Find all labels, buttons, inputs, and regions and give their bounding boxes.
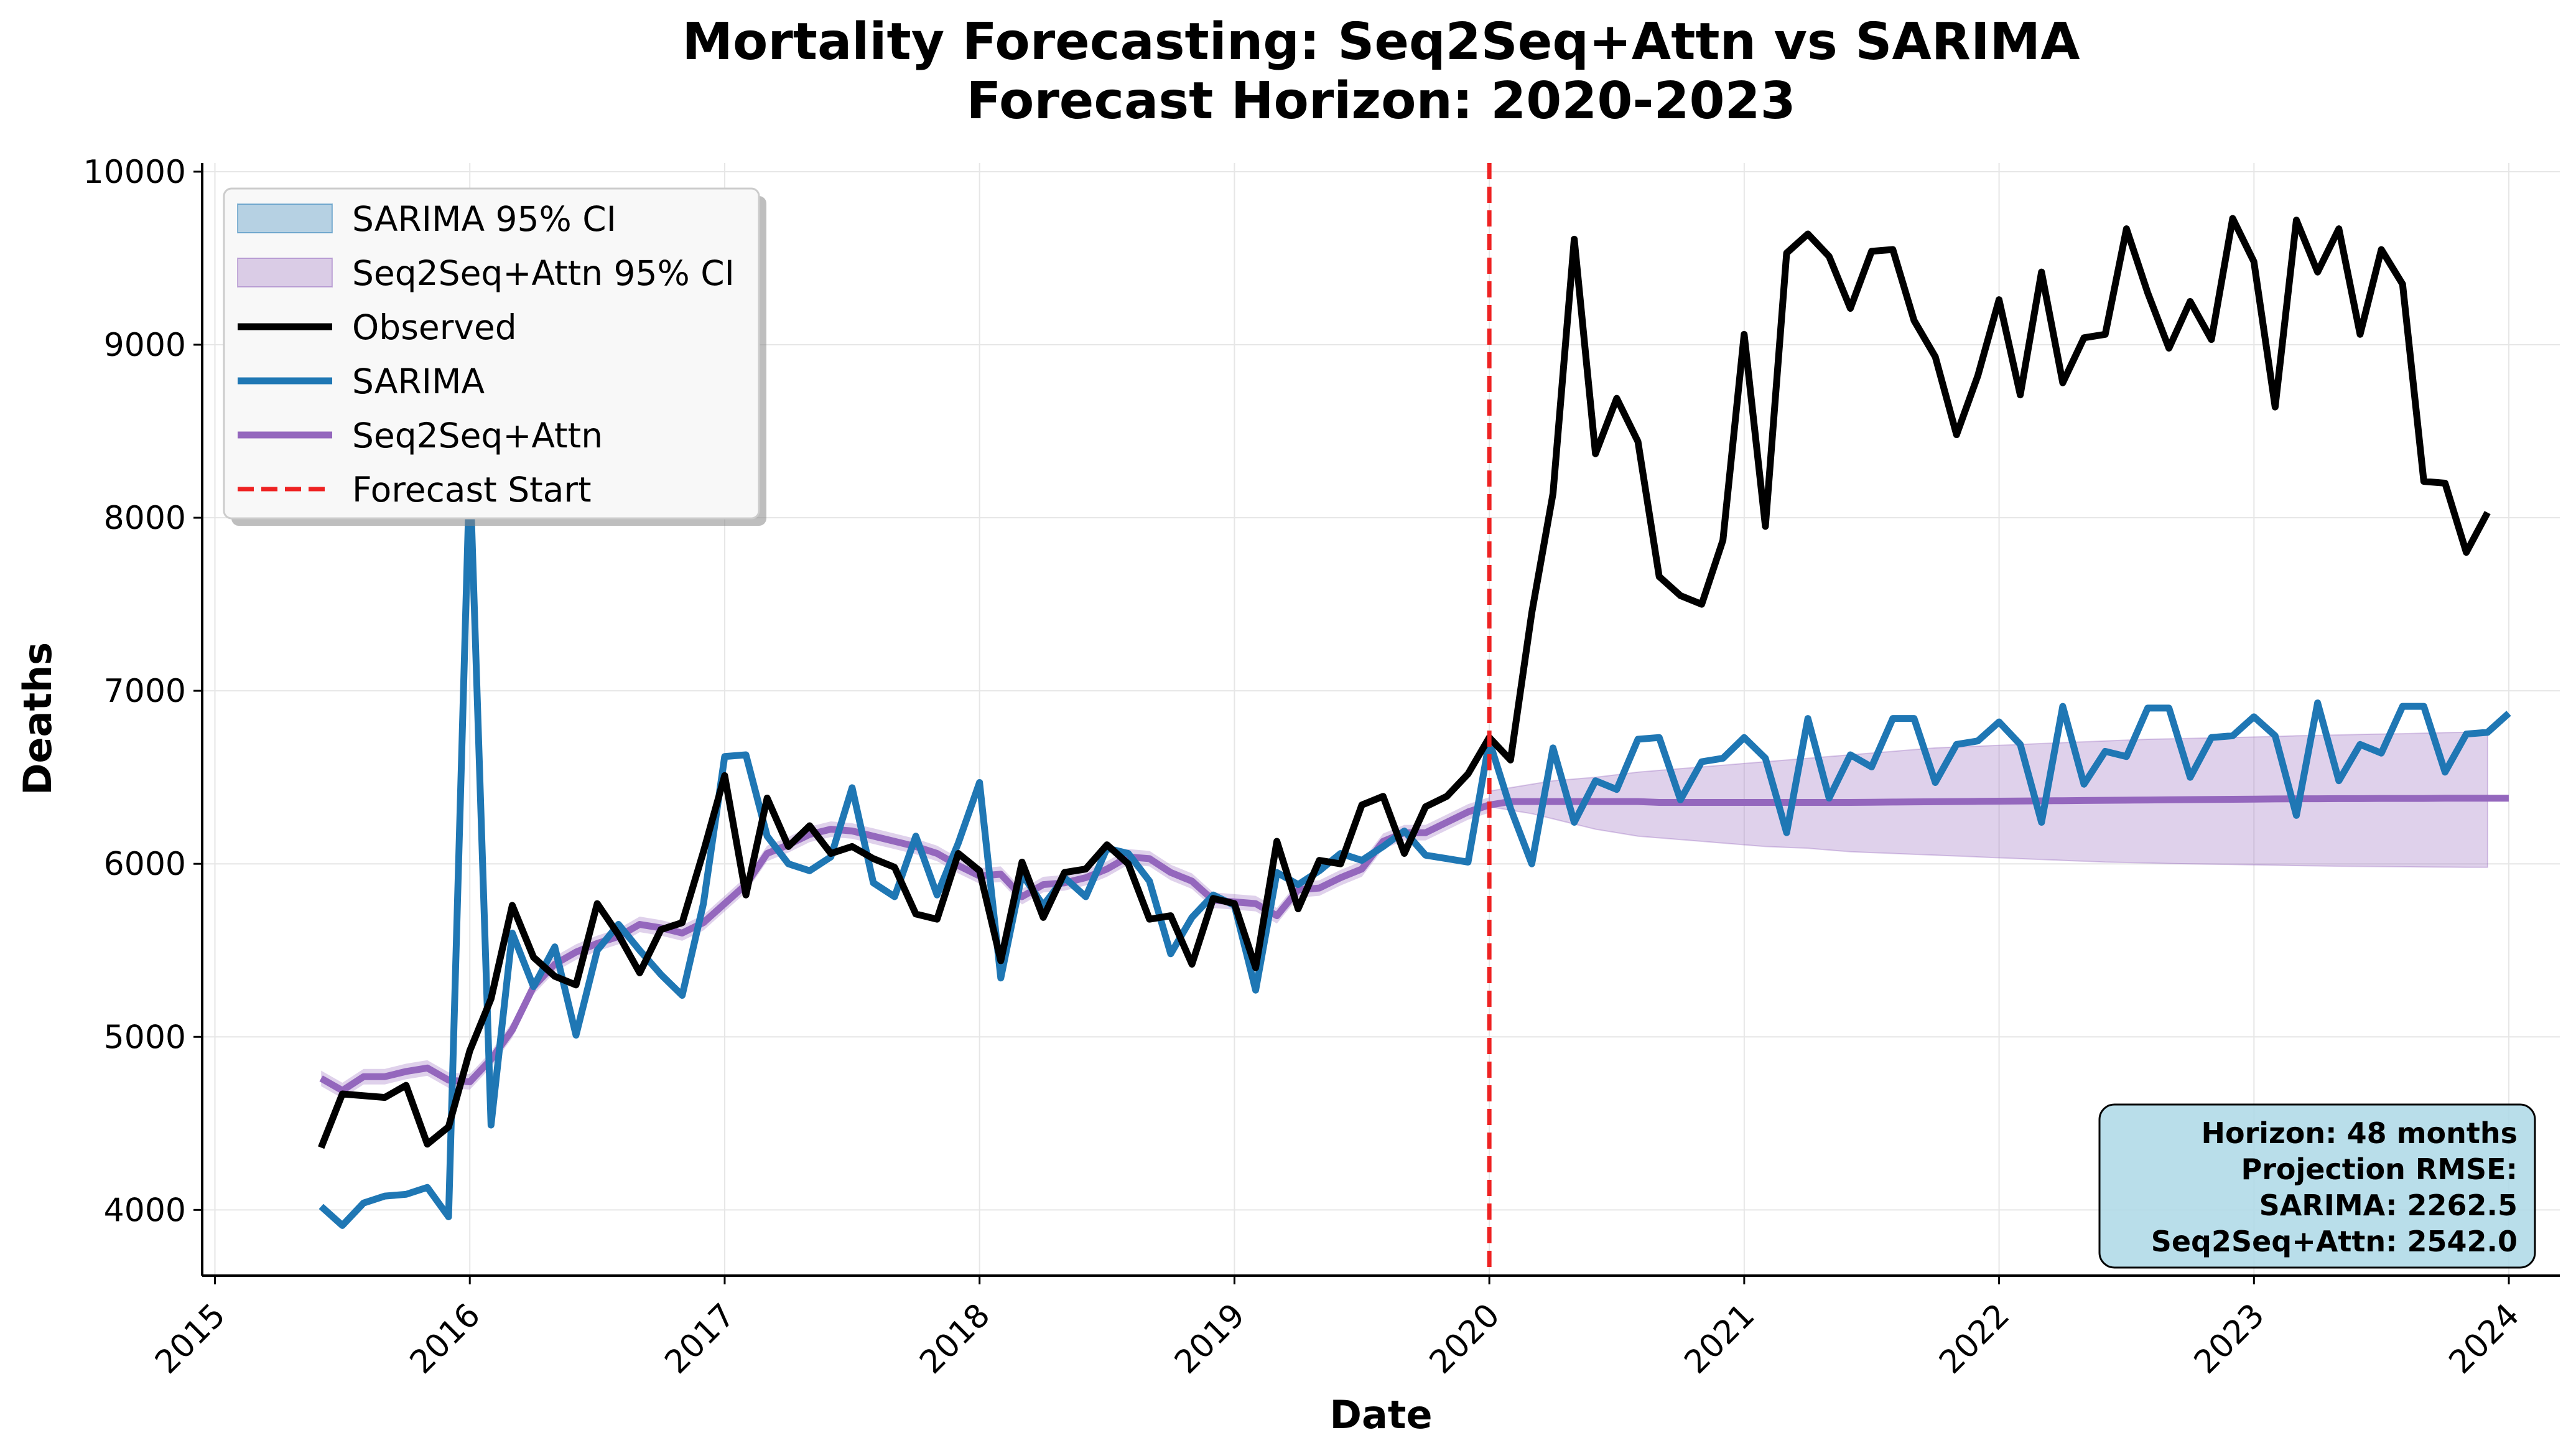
legend-swatch xyxy=(237,258,333,287)
info-box-frame xyxy=(2098,1103,2536,1269)
y-tick-label: 5000 xyxy=(104,1019,186,1056)
chart-title-line1: Mortality Forecasting: Seq2Seq+Attn vs S… xyxy=(682,12,2080,72)
info-box-line: SARIMA: 2262.5 xyxy=(2259,1189,2518,1222)
legend: SARIMA 95% CI Seq2Seq+Attn 95% CI Observed… xyxy=(223,187,766,526)
info-box-line: Seq2Seq+Attn: 2542.0 xyxy=(2151,1225,2518,1258)
y-axis-label: Deaths xyxy=(15,642,60,795)
y-ticks: 4000 5000 6000 7000 8000 9000 10000 xyxy=(83,154,202,1229)
info-box-line: Horizon: 48 months xyxy=(2201,1116,2518,1150)
chart-title-line2: Forecast Horizon: 2020-2023 xyxy=(966,72,1795,131)
sarima-line xyxy=(319,464,2511,1229)
seq2seq-insample-band xyxy=(321,797,1490,1098)
info-box-line: Projection RMSE: xyxy=(2241,1152,2518,1186)
legend-label: SARIMA 95% CI xyxy=(352,199,616,239)
y-tick-label: 9000 xyxy=(104,327,186,364)
x-axis-label: Date xyxy=(1330,1392,1433,1437)
legend-label: Observed xyxy=(352,307,517,347)
y-tick-label: 10000 xyxy=(83,154,186,191)
y-tick-label: 4000 xyxy=(104,1192,186,1229)
legend-swatch xyxy=(237,203,333,233)
observed-line xyxy=(318,215,2491,1149)
axes xyxy=(201,163,2560,1277)
series-lines xyxy=(318,215,2511,1229)
y-tick-label: 6000 xyxy=(104,846,186,883)
y-tick-label: 8000 xyxy=(104,500,186,537)
legend-frame xyxy=(223,187,760,520)
legend-label: SARIMA xyxy=(352,362,485,401)
legend-label: Forecast Start xyxy=(352,470,592,510)
legend-label: Seq2Seq+Attn 95% CI xyxy=(352,253,735,293)
legend-label: Seq2Seq+Attn xyxy=(352,416,603,456)
y-tick-label: 7000 xyxy=(104,673,186,710)
